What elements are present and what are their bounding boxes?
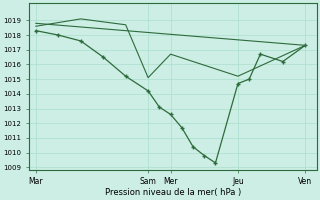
X-axis label: Pression niveau de la mer( hPa ): Pression niveau de la mer( hPa ) bbox=[105, 188, 241, 197]
